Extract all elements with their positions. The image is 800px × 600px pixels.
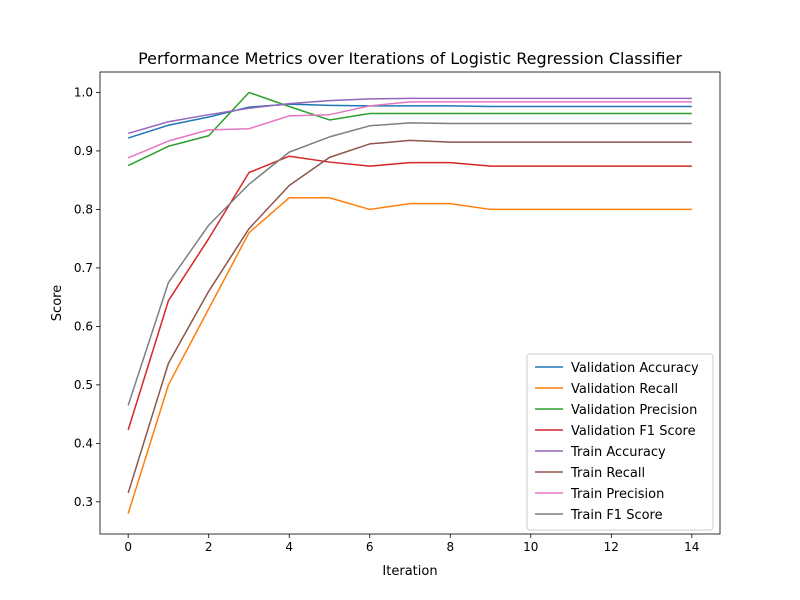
series-line — [127, 196, 692, 514]
y-tick-label: 0.5 — [74, 378, 93, 392]
x-tick-label: 2 — [205, 540, 213, 554]
x-tick-label: 12 — [604, 540, 619, 554]
series-line — [127, 103, 692, 139]
chart-title: Performance Metrics over Iterations of L… — [138, 49, 682, 68]
y-axis-label: Score — [50, 285, 65, 321]
y-tick-label: 0.4 — [74, 436, 93, 450]
legend-box — [526, 353, 714, 531]
legend-label: Validation Accuracy — [571, 361, 699, 376]
y-tick-label: 0.8 — [74, 202, 93, 216]
y-tick-label: 0.6 — [74, 319, 93, 333]
legend-label: Train Accuracy — [570, 445, 666, 460]
y-tick-label: 0.3 — [74, 495, 93, 509]
legend-label: Train Recall — [570, 466, 645, 481]
series-line — [127, 139, 692, 494]
y-tick-label: 0.7 — [74, 261, 93, 275]
y-tick-label: 1.0 — [74, 85, 93, 99]
legend-label: Train Precision — [570, 487, 664, 502]
series-line — [127, 97, 692, 135]
series-line — [127, 91, 692, 167]
legend-label: Validation Recall — [571, 382, 678, 397]
x-axis-label: Iteration — [382, 564, 437, 579]
series-line — [127, 101, 692, 159]
axes-frame — [99, 71, 721, 535]
x-tick-label: 6 — [366, 540, 374, 554]
series-line — [127, 122, 692, 406]
series-line — [127, 155, 692, 431]
x-tick-label: 4 — [285, 540, 293, 554]
x-tick-label: 8 — [446, 540, 454, 554]
x-tick-label: 10 — [523, 540, 538, 554]
axes: 0 2 4 6 8 10 12 14 0.3 0.4 0.5 0.6 0.7 0.8 0.9 1.0 — [74, 71, 721, 554]
legend-label: Train F1 Score — [570, 508, 663, 523]
legend-label: Validation F1 Score — [571, 424, 696, 439]
y-tick-label: 0.9 — [74, 144, 93, 158]
x-tick-label: 14 — [684, 540, 699, 554]
legend: Validation Accuracy Validation Recall Vali… — [526, 353, 714, 531]
x-tick-label: 0 — [124, 540, 132, 554]
legend-label: Validation Precision — [571, 403, 697, 418]
plot-area — [127, 91, 692, 514]
